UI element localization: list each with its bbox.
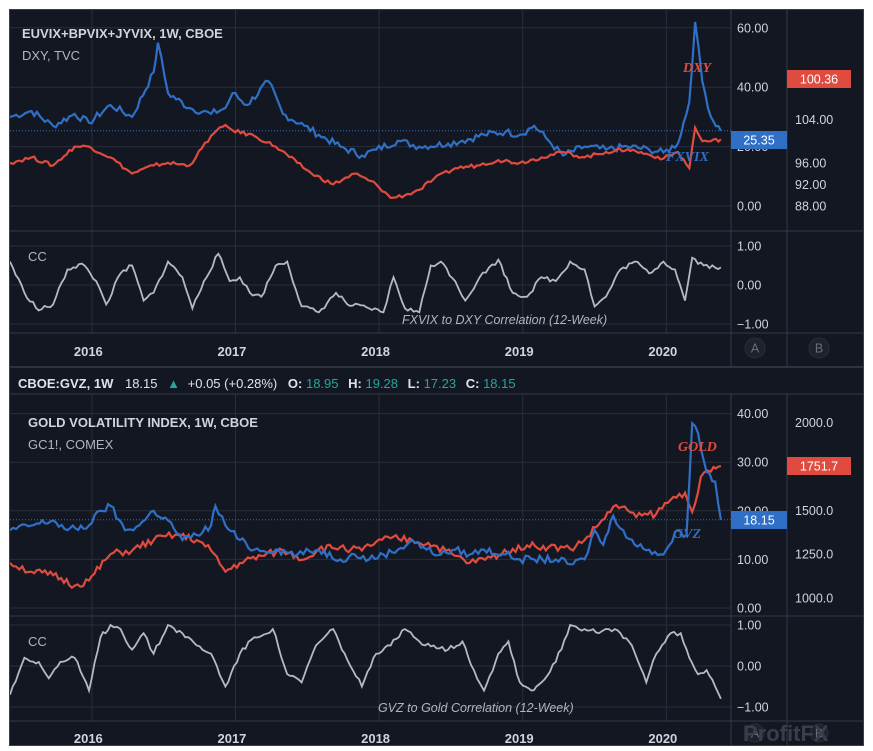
cc-axis-tick-label: −1.00 — [737, 318, 769, 332]
right-axis-tick-label: 1250.0 — [795, 548, 833, 562]
gvz-annotation: GVZ — [673, 527, 701, 542]
year-tick-label: 2018 — [361, 344, 390, 359]
top-chart-subtitle: DXY, TVC — [22, 48, 80, 63]
gold-correlation-line — [10, 623, 722, 700]
left-axis-tick-label: 60.00 — [737, 21, 768, 35]
dxy-price-badge — [787, 70, 851, 88]
right-axis-tick-label: 96.00 — [795, 156, 826, 170]
cc-axis-tick-label: −1.00 — [737, 701, 769, 715]
cc-axis-tick-label: 0.00 — [737, 660, 761, 674]
gvz-price-badge — [731, 511, 787, 529]
left-axis-tick-label: 10.00 — [737, 553, 768, 567]
fxvix-annotation: FXVIX — [665, 150, 709, 165]
right-axis-tick-label: 1000.0 — [795, 592, 833, 606]
right-axis-tick-label: 92.00 — [795, 178, 826, 192]
right-axis-tick-label: 2000.0 — [795, 416, 833, 430]
year-tick-label: 2020 — [648, 731, 677, 745]
dxy-series-line — [10, 123, 722, 200]
legend-up-arrow-icon: ▲ — [167, 376, 180, 391]
left-axis-tick-label: 30.00 — [737, 456, 768, 470]
gold-price-badge-text: 1751.7 — [800, 460, 838, 474]
year-tick-label: 2016 — [74, 731, 103, 745]
watermark-logo: ProfitFX — [743, 721, 829, 745]
svg-text:A: A — [751, 727, 760, 741]
top-chart-title: EUVIX+BPVIX+JYVIX, 1W, CBOE — [22, 26, 223, 41]
dxy-annotation: DXY — [682, 61, 712, 76]
top-b-button[interactable]: B — [808, 337, 830, 359]
cc-axis-tick-label: 0.00 — [737, 279, 761, 293]
gvz-legend: CBOE:GVZ, 1W 18.15 ▲ +0.05 (+0.28%) O: 1… — [18, 376, 516, 391]
fxvix-series-line — [10, 21, 722, 160]
cc-axis-tick-label: 1.00 — [737, 240, 761, 254]
top-cc-label: CC — [28, 249, 47, 264]
axis-tick-labels: 201620172018201920200.0020.0040.0060.008… — [74, 21, 833, 745]
bottom-chart-subtitle: GC1!, COMEX — [28, 437, 114, 452]
svg-text:A: A — [751, 342, 760, 356]
right-axis-tick-label: 1500.0 — [795, 504, 833, 518]
year-tick-label: 2019 — [505, 731, 534, 745]
year-tick-label: 2018 — [361, 731, 390, 745]
fxvix-price-badge-text: 25.35 — [743, 134, 774, 148]
right-axis-tick-label: 88.00 — [795, 200, 826, 214]
bottom-grid — [10, 394, 731, 721]
chart-window: 201620172018201920200.0020.0040.0060.008… — [9, 9, 864, 746]
left-axis-tick-label: 0.00 — [737, 200, 761, 214]
year-tick-label: 2020 — [648, 344, 677, 359]
left-axis-tick-label: 40.00 — [737, 407, 768, 421]
year-tick-label: 2016 — [74, 344, 103, 359]
top-grid — [10, 10, 731, 333]
top-cc-caption: FXVIX to DXY Correlation (12-Week) — [402, 313, 607, 327]
legend-high: 19.28 — [365, 376, 398, 391]
bottom-b-button[interactable]: B — [809, 723, 829, 743]
year-tick-label: 2019 — [505, 344, 534, 359]
fx-correlation-line — [10, 252, 722, 314]
fxvix-price-badge — [731, 131, 787, 149]
legend-open: 18.95 — [306, 376, 339, 391]
dxy-price-badge-text: 100.36 — [800, 73, 838, 87]
cc-axis-tick-label: 1.00 — [737, 619, 761, 633]
bottom-cc-caption: GVZ to Gold Correlation (12-Week) — [378, 701, 574, 715]
bottom-chart-title: GOLD VOLATILITY INDEX, 1W, CBOE — [28, 415, 258, 430]
gvz-price-badge-text: 18.15 — [743, 514, 774, 528]
bottom-auto-scale-button[interactable]: A — [745, 723, 765, 743]
left-axis-tick-label: 40.00 — [737, 81, 768, 95]
right-axis-tick-label: 104.00 — [795, 113, 833, 127]
legend-change: +0.05 (+0.28%) — [188, 376, 278, 391]
left-axis-tick-label: 0.00 — [737, 602, 761, 616]
year-tick-label: 2017 — [217, 731, 246, 745]
svg-text:B: B — [815, 727, 823, 741]
legend-last: 18.15 — [125, 376, 158, 391]
chart-canvas: 201620172018201920200.0020.0040.0060.008… — [10, 10, 863, 745]
gvz-series-line — [10, 420, 722, 566]
bottom-cc-label: CC — [28, 634, 47, 649]
legend-close: 18.15 — [483, 376, 516, 391]
svg-text:B: B — [815, 342, 823, 356]
top-auto-scale-button[interactable]: A — [744, 337, 766, 359]
gold-series-line — [10, 465, 722, 590]
year-tick-label: 2017 — [217, 344, 246, 359]
legend-symbol: CBOE:GVZ, 1W — [18, 376, 114, 391]
gold-annotation: GOLD — [678, 440, 717, 455]
gold-price-badge — [787, 457, 851, 475]
legend-low: 17.23 — [424, 376, 457, 391]
